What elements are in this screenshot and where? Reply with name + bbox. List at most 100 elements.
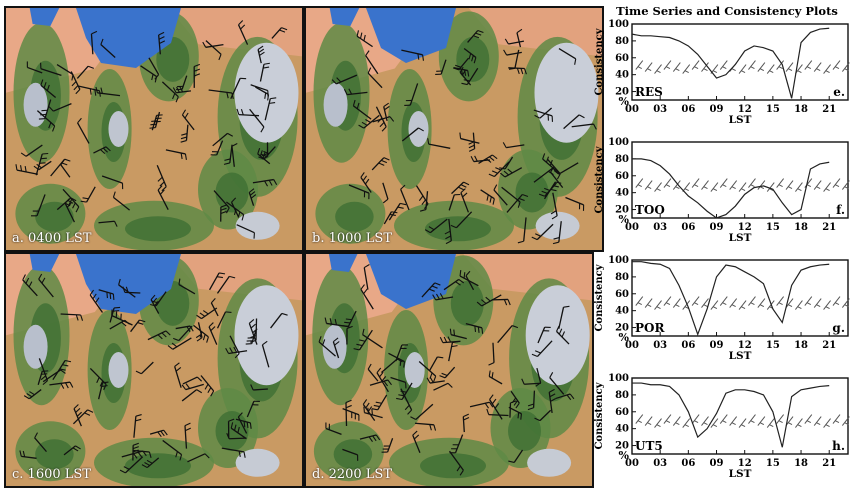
consistency-line <box>632 383 829 447</box>
map-panel-c: c. 1600 LST <box>4 252 304 488</box>
forest-region <box>216 411 249 451</box>
y-axis-label: Consistency <box>594 27 605 95</box>
forest-region <box>125 216 191 241</box>
wind-barb <box>835 303 839 305</box>
x-axis-label: LST <box>729 350 752 362</box>
wind-barb <box>346 403 347 427</box>
wind-barb <box>797 189 801 191</box>
wind-barb <box>826 71 830 73</box>
wind-barb <box>732 423 736 425</box>
terrain-map <box>6 254 302 486</box>
wind-barb <box>114 307 120 308</box>
x-tick-label: 00 <box>625 104 639 115</box>
wind-barb <box>269 103 275 104</box>
mountain-snow <box>24 83 48 127</box>
wind-barb <box>404 362 405 368</box>
wind-barb <box>760 305 764 307</box>
wind-barb <box>788 69 792 71</box>
terrain-map <box>306 254 592 486</box>
wind-barb <box>638 67 642 69</box>
x-tick-label: 15 <box>766 222 780 233</box>
x-tick-label: 06 <box>681 458 695 469</box>
wind-barb <box>372 409 373 415</box>
x-tick-label: 03 <box>653 222 667 233</box>
x-tick-label: 18 <box>794 222 808 233</box>
mountain-snow <box>108 111 128 147</box>
wind-barb <box>769 425 773 427</box>
wind-barb <box>788 305 792 307</box>
wind-barb <box>675 305 679 307</box>
wind-barb <box>657 307 661 309</box>
wind-barb <box>807 67 811 69</box>
wind-barb <box>346 319 352 320</box>
x-axis-label: LST <box>729 114 752 126</box>
x-tick-label: 09 <box>710 340 724 351</box>
wind-barb <box>102 386 108 387</box>
wind-barb <box>807 185 811 187</box>
y-tick-label: 80 <box>615 272 629 283</box>
wind-barb <box>685 189 689 191</box>
map-label: b. 1000 LST <box>312 231 392 246</box>
wind-barb <box>675 423 679 425</box>
wind-barb <box>797 71 801 73</box>
y-axis-label: Consistency <box>594 145 605 213</box>
map-label: a. 0400 LST <box>12 231 91 246</box>
forest-region <box>334 439 373 469</box>
x-tick-label: 15 <box>766 104 780 115</box>
mountain-snow <box>236 449 280 477</box>
wind-barb <box>638 185 642 187</box>
wind-barb <box>125 292 141 293</box>
y-axis-label: Consistency <box>594 263 605 331</box>
wind-barb <box>807 421 811 423</box>
wind-barb <box>244 421 245 427</box>
wind-barb <box>703 305 707 307</box>
x-tick-label: 03 <box>653 104 667 115</box>
wind-barb <box>722 185 726 187</box>
wind-barb <box>508 68 524 69</box>
x-tick-label: 00 <box>625 340 639 351</box>
wind-barb <box>475 326 476 332</box>
wind-barb <box>344 322 350 323</box>
wind-barb <box>400 360 401 366</box>
wind-barb <box>741 425 745 427</box>
map-panel-b: b. 1000 LST <box>304 6 604 252</box>
wind-barb <box>722 67 726 69</box>
x-tick-label: 18 <box>794 458 808 469</box>
mountain-snow <box>234 285 298 385</box>
y-tick-label: 80 <box>615 36 629 47</box>
wind-barb <box>657 425 661 427</box>
wind-barb <box>42 153 48 154</box>
terrain-map <box>6 8 302 250</box>
wind-barb <box>732 187 736 189</box>
y-tick-label: 40 <box>615 188 629 199</box>
wind-barb <box>750 185 754 187</box>
wind-barb <box>835 67 839 69</box>
wind-barb <box>460 270 461 276</box>
wind-barb <box>647 305 651 307</box>
wind-barb <box>826 425 830 427</box>
x-tick-label: 18 <box>794 104 808 115</box>
x-tick-label: 15 <box>766 340 780 351</box>
wind-barb <box>450 329 451 335</box>
wind-barb <box>110 293 111 299</box>
x-axis-label: LST <box>729 232 752 244</box>
wind-barb <box>722 303 726 305</box>
wind-barb <box>364 407 365 413</box>
y-tick-label: 100 <box>608 255 629 266</box>
y-tick-label: 40 <box>615 306 629 317</box>
wind-barb <box>521 414 522 420</box>
wind-barb <box>534 391 535 408</box>
wind-barb <box>741 307 745 309</box>
wind-barb <box>826 189 830 191</box>
mountain-snow <box>408 111 428 147</box>
wind-barb <box>703 187 707 189</box>
wind-barb <box>666 185 670 187</box>
x-tick-label: 06 <box>681 340 695 351</box>
wind-barb <box>713 71 717 73</box>
plot-frame <box>632 24 848 100</box>
wind-barb <box>835 185 839 187</box>
panel-label: f. <box>836 203 845 217</box>
wind-barb <box>694 67 698 69</box>
wind-barb <box>816 69 820 71</box>
